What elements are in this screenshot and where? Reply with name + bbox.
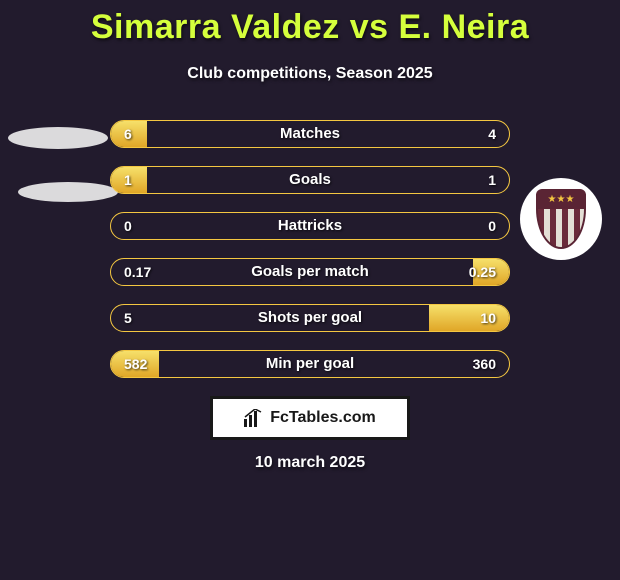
stat-row: 0.170.25Goals per match (110, 258, 510, 286)
stat-label: Goals per match (110, 258, 510, 286)
stat-row: 510Shots per goal (110, 304, 510, 332)
star-icon: ★★★ (548, 194, 575, 205)
date-label: 10 march 2025 (0, 454, 620, 472)
club-crest: ★★★ (536, 189, 586, 249)
player-left-placeholder-1 (8, 127, 108, 149)
crest-header: ★★★ (536, 189, 586, 209)
player-left-placeholder-2 (18, 182, 118, 202)
comparison-card: Simarra Valdez vs E. Neira Club competit… (0, 0, 620, 580)
stat-row: 11Goals (110, 166, 510, 194)
stat-label: Goals (110, 166, 510, 194)
subtitle: Club competitions, Season 2025 (0, 65, 620, 83)
club-badge-right: ★★★ (520, 178, 602, 260)
stat-row: 00Hattricks (110, 212, 510, 240)
crest-body (536, 209, 586, 249)
stat-label: Min per goal (110, 350, 510, 378)
bar-chart-icon (244, 409, 264, 427)
source-badge: FcTables.com (210, 396, 410, 440)
source-label: FcTables.com (270, 409, 376, 427)
page-title: Simarra Valdez vs E. Neira (0, 0, 620, 47)
stat-label: Hattricks (110, 212, 510, 240)
stat-label: Matches (110, 120, 510, 148)
stat-label: Shots per goal (110, 304, 510, 332)
stat-row: 582360Min per goal (110, 350, 510, 378)
stat-row: 64Matches (110, 120, 510, 148)
stat-rows: 64Matches 11Goals 00Hattricks 0.170.25Goals… (110, 120, 510, 396)
